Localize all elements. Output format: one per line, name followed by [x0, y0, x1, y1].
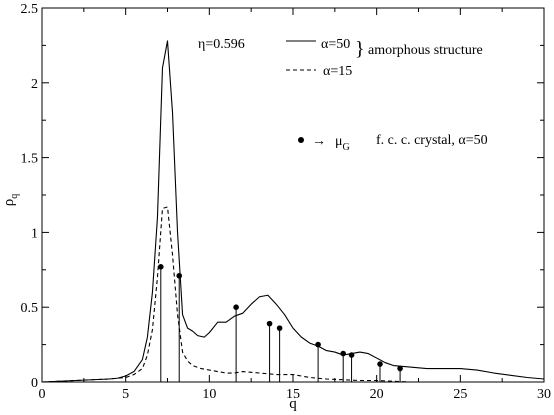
tick-labels: 0 5 10 15 20 25 30 0 0.5 1 1.5 2 2.5: [21, 2, 552, 402]
x-tick-label: 5: [122, 387, 129, 402]
legend-brace: }: [355, 38, 365, 60]
y-tick-label: 2: [31, 77, 38, 92]
legend-arrow: →: [312, 134, 326, 149]
legend-label-alpha50: α=50: [321, 37, 350, 52]
axis-ticks: [41, 7, 545, 383]
y-axis-label-sub: q: [9, 194, 20, 199]
legend-mu-sub: G: [343, 142, 350, 153]
x-axis-label: q: [289, 396, 297, 412]
crystal-point: [377, 361, 383, 367]
x-tick-label: 10: [202, 387, 216, 402]
crystal-points: [158, 264, 403, 382]
x-tick-label: 15: [286, 387, 300, 402]
series-group: [41, 40, 545, 383]
x-tick-label: 20: [370, 387, 384, 402]
crystal-point: [397, 365, 403, 372]
crystal-point: [340, 350, 347, 357]
crystal-point: [176, 272, 183, 279]
crystal-point: [276, 325, 283, 331]
y-tick-label: 1.5: [21, 152, 39, 167]
crystal-point: [266, 320, 273, 327]
legend-label-alpha15: α=15: [323, 64, 352, 79]
y-tick-label: 2.5: [21, 2, 39, 17]
y-axis-label-base: ρ: [1, 199, 17, 207]
legend-crystal-label: f. c. c. crystal, α=50: [376, 133, 488, 148]
eta-annotation: η=0.596: [198, 37, 245, 52]
x-tick-label: 0: [39, 387, 46, 402]
y-tick-label: 0.5: [21, 301, 39, 316]
legend-crystal-marker: [298, 137, 304, 143]
legend-mu: μ: [335, 134, 343, 149]
legend-amorphous-label: amorphous structure: [368, 43, 483, 58]
y-tick-label: 0: [31, 376, 38, 391]
series-line-alpha15: [41, 206, 411, 383]
plot-frame: [41, 7, 545, 383]
x-tick-label: 25: [453, 387, 467, 402]
crystal-point: [348, 352, 355, 358]
legend-mu-label: μG: [335, 134, 350, 153]
crystal-point: [158, 264, 164, 270]
crystal-point: [233, 304, 239, 311]
crystal-point: [315, 341, 321, 348]
x-tick-label: 30: [537, 387, 551, 402]
y-axis-label: ρq: [1, 194, 20, 207]
series-line-alpha50: [41, 40, 545, 383]
y-tick-label: 1: [31, 226, 38, 241]
